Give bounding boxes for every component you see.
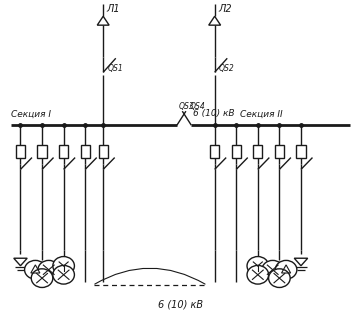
- Text: Л1: Л1: [107, 3, 121, 13]
- Circle shape: [275, 260, 297, 279]
- Text: QS2: QS2: [219, 64, 235, 73]
- Text: Секция II: Секция II: [240, 109, 282, 118]
- Text: Л2: Л2: [218, 3, 232, 13]
- Text: QS4: QS4: [190, 102, 205, 111]
- Bar: [253, 145, 262, 158]
- Bar: [59, 145, 68, 158]
- Circle shape: [53, 257, 74, 275]
- Circle shape: [25, 260, 46, 279]
- Bar: [99, 145, 108, 158]
- Circle shape: [53, 265, 74, 284]
- Bar: [275, 145, 284, 158]
- Text: QS3: QS3: [179, 102, 195, 111]
- Bar: [296, 145, 306, 158]
- Circle shape: [247, 265, 269, 284]
- Circle shape: [269, 269, 290, 287]
- Bar: [231, 145, 241, 158]
- Bar: [38, 145, 47, 158]
- Text: 6 (10) кВ: 6 (10) кВ: [193, 109, 235, 118]
- Bar: [81, 145, 90, 158]
- Bar: [210, 145, 219, 158]
- Circle shape: [38, 260, 60, 279]
- Circle shape: [31, 269, 53, 287]
- Bar: [16, 145, 25, 158]
- Text: Секция I: Секция I: [12, 109, 52, 118]
- Circle shape: [247, 257, 269, 275]
- Text: QS1: QS1: [108, 64, 123, 73]
- Text: 6 (10) кВ: 6 (10) кВ: [158, 300, 203, 310]
- Circle shape: [262, 260, 283, 279]
